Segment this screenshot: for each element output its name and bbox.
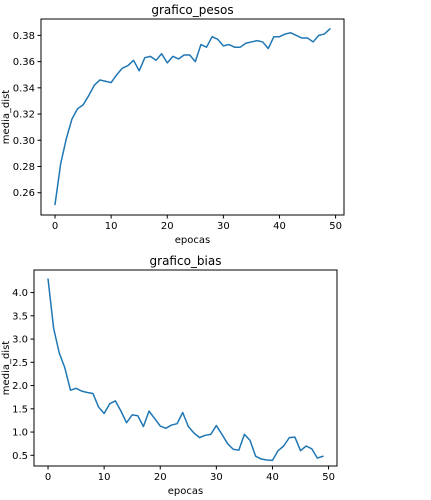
plot-frame [40, 18, 345, 216]
y-tick-label: 1.0 [12, 428, 28, 439]
x-tick-label: 0 [52, 221, 58, 232]
y-tick-label: 0.5 [12, 451, 28, 462]
y-tick-label: 3.5 [12, 311, 28, 322]
y-tick-label: 0.26 [13, 188, 35, 199]
x-tick-label: 50 [322, 472, 335, 483]
y-tick-label: 4.0 [12, 288, 28, 299]
x-axis-label: epocas [168, 486, 203, 497]
x-tick-label: 20 [154, 472, 167, 483]
y-tick-label: 2.0 [12, 381, 28, 392]
y-tick-label: 0.30 [13, 136, 35, 147]
chart-title: grafico_pesos [151, 3, 233, 17]
series-line [47, 278, 324, 462]
y-tick-label: 0.34 [13, 83, 35, 94]
x-tick-label: 50 [329, 221, 342, 232]
y-tick-label: 3.0 [12, 335, 28, 346]
y-tick-label: 1.5 [12, 404, 28, 415]
chart-grafico-bias: grafico_bias epocas media_dist 0 10 20 30 40… [1, 254, 338, 497]
y-axis-label: media_dist [1, 341, 12, 395]
series-line [54, 28, 331, 206]
y-tick-label: 0.32 [13, 110, 35, 121]
y-tick-label: 0.38 [13, 31, 35, 42]
x-tick-label: 30 [210, 472, 223, 483]
x-tick-label: 40 [273, 221, 286, 232]
chart-grafico-pesos: grafico_pesos epocas media_dist 0 10 20 30 4… [1, 3, 345, 246]
y-tick-label: 0.36 [13, 57, 35, 68]
y-axis-label: media_dist [1, 90, 12, 144]
x-tick-label: 10 [105, 221, 118, 232]
y-tick-label: 2.5 [12, 358, 28, 369]
plot-frame [33, 269, 338, 467]
x-tick-label: 0 [45, 472, 51, 483]
x-axis-label: epocas [175, 235, 210, 246]
chart-title: grafico_bias [150, 254, 222, 268]
x-tick-label: 20 [161, 221, 174, 232]
x-tick-label: 30 [217, 221, 230, 232]
y-tick-label: 0.28 [13, 162, 35, 173]
x-tick-label: 40 [266, 472, 279, 483]
x-tick-label: 10 [98, 472, 111, 483]
